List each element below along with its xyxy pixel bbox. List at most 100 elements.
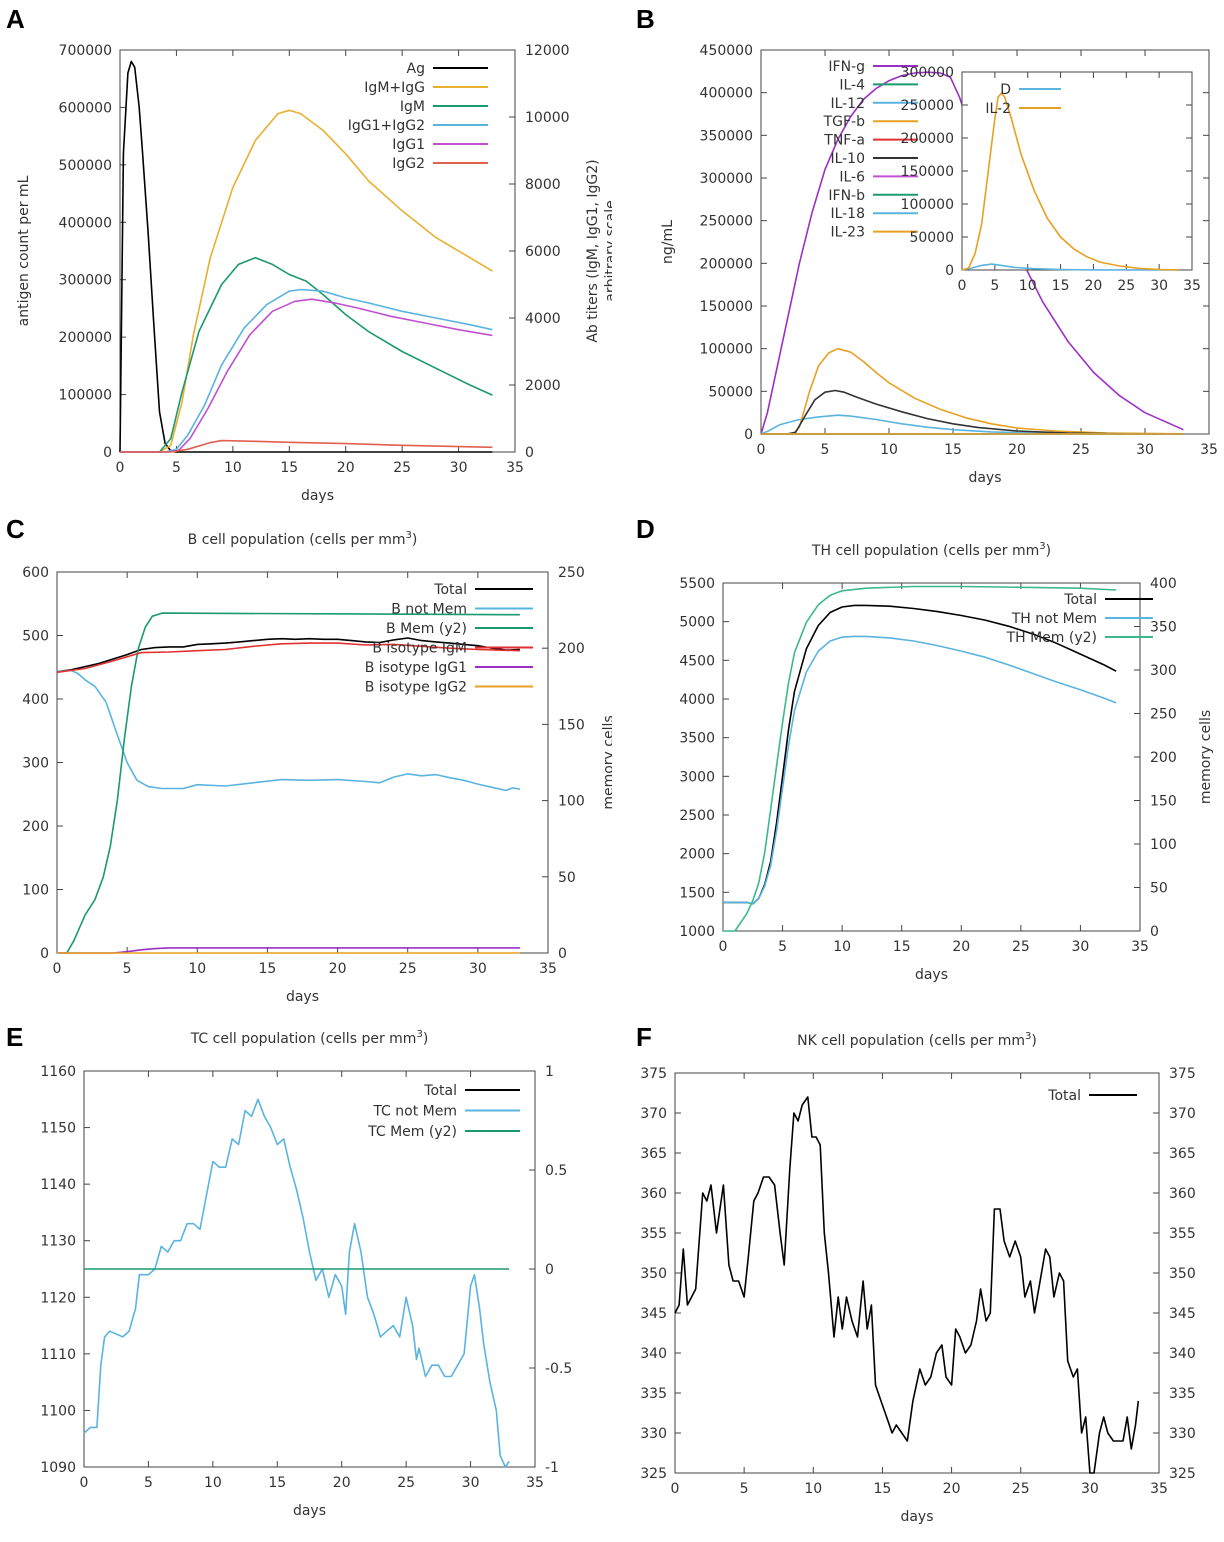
chart-a-xtick-label: 15 bbox=[280, 460, 298, 476]
chart-e-title: TC cell population (cells per mm3) bbox=[190, 1029, 429, 1047]
chart-a-series-igm-igg bbox=[120, 109, 493, 453]
chart-a-legend-label: IgM+IgG bbox=[364, 80, 425, 96]
chart-f-y2tick-label: 355 bbox=[1169, 1226, 1196, 1242]
chart-e-legend-label: Total bbox=[423, 1083, 457, 1099]
chart-f-ytick-label: 370 bbox=[640, 1106, 667, 1122]
chart-b-inset-ytick-label: 50000 bbox=[909, 230, 954, 246]
chart-e-xtick-label: 15 bbox=[268, 1475, 286, 1491]
chart-a-series-igg1-igg2 bbox=[120, 288, 493, 453]
chart-b-ytick-label: 50000 bbox=[708, 384, 753, 400]
chart-d-xtick-label: 30 bbox=[1072, 939, 1090, 955]
chart-a-legend-label: IgG2 bbox=[392, 156, 425, 172]
chart-f-nk-cell-population: 0 5 10 15 20 25 30 3532533033534034535035536036… bbox=[640, 1031, 1196, 1525]
chart-d-xtick-label: 35 bbox=[1131, 939, 1149, 955]
chart-d-y2tick-label: 150 bbox=[1150, 794, 1177, 810]
chart-d-series-th-not-mem bbox=[723, 635, 1117, 905]
chart-a-y2tick-label: 10000 bbox=[525, 110, 570, 126]
chart-b-inset-ytick-label: 250000 bbox=[901, 98, 954, 114]
chart-a-ytick-label: 100000 bbox=[59, 388, 112, 404]
chart-c-ytick-label: 500 bbox=[22, 629, 49, 645]
chart-b-inset-xtick-label: 35 bbox=[1183, 278, 1201, 294]
chart-b-xtick-label: 15 bbox=[944, 442, 962, 458]
chart-b-xtick-label: 30 bbox=[1136, 442, 1154, 458]
chart-b-inset-ytick-label: 200000 bbox=[901, 131, 954, 147]
chart-d-xlabel: days bbox=[915, 967, 948, 983]
chart-e-ytick-label: 1140 bbox=[40, 1177, 76, 1193]
panel-label-f: F bbox=[636, 1022, 652, 1052]
chart-b-legend-label: IL-4 bbox=[839, 77, 865, 93]
chart-e-xtick-label: 5 bbox=[144, 1475, 153, 1491]
chart-f-ytick-label: 330 bbox=[640, 1426, 667, 1442]
chart-d-ytick-label: 3000 bbox=[679, 769, 715, 785]
chart-c-series-b-not-mem bbox=[56, 669, 521, 792]
chart-c-y2tick-label: 200 bbox=[558, 641, 585, 657]
chart-d-ytick-label: 1500 bbox=[679, 885, 715, 901]
panel-label-c: C bbox=[6, 514, 25, 544]
panel-label-a: A bbox=[6, 4, 25, 34]
chart-e-series-tc-not-mem bbox=[83, 1098, 510, 1468]
chart-a-legend-label: IgM bbox=[400, 99, 425, 115]
chart-e-xlabel: days bbox=[293, 1503, 326, 1519]
chart-e-y2tick-label: 0.5 bbox=[545, 1163, 567, 1179]
chart-f-xtick-label: 35 bbox=[1150, 1481, 1168, 1497]
chart-d-y2tick-label: 0 bbox=[1150, 924, 1159, 940]
chart-b-legend-label: IL-6 bbox=[839, 169, 865, 185]
chart-b-inset-series-il-2 bbox=[961, 92, 1179, 271]
chart-e-xtick-label: 10 bbox=[204, 1475, 222, 1491]
chart-a-series-igg1 bbox=[120, 298, 493, 453]
chart-f-ytick-label: 365 bbox=[640, 1146, 667, 1162]
chart-e-ytick-label: 1110 bbox=[40, 1347, 76, 1363]
chart-b-inset-ytick-label: 100000 bbox=[901, 197, 954, 213]
chart-f-xtick-label: 10 bbox=[804, 1481, 822, 1497]
chart-d-y2tick-label: 400 bbox=[1150, 576, 1177, 592]
chart-f-ytick-label: 355 bbox=[640, 1226, 667, 1242]
chart-e-y2tick-label: 0 bbox=[545, 1262, 554, 1278]
chart-c-series-b-isotype-igm bbox=[56, 642, 520, 674]
chart-b-series-tgf-b bbox=[761, 347, 1184, 435]
chart-c-legend-label: B isotype IgG1 bbox=[365, 660, 467, 676]
chart-e-ytick-label: 1120 bbox=[40, 1290, 76, 1306]
chart-e-ytick-label: 1090 bbox=[40, 1460, 76, 1476]
chart-b-inset-ytick-label: 300000 bbox=[901, 65, 954, 81]
chart-a-ytick-label: 300000 bbox=[59, 273, 112, 289]
chart-d-series-th-mem-y2- bbox=[723, 585, 1117, 932]
chart-c-xtick-label: 25 bbox=[399, 961, 417, 977]
chart-d-xtick-label: 15 bbox=[893, 939, 911, 955]
chart-d-ytick-label: 1000 bbox=[679, 924, 715, 940]
chart-b-inset-xtick-label: 15 bbox=[1052, 278, 1070, 294]
chart-b-series-il-12 bbox=[760, 414, 1184, 435]
chart-b-inset-xtick-label: 25 bbox=[1117, 278, 1135, 294]
chart-d-ytick-label: 4000 bbox=[679, 692, 715, 708]
chart-e-ytick-label: 1160 bbox=[40, 1064, 76, 1080]
chart-c-series-b-mem-y2- bbox=[57, 612, 520, 954]
chart-b-inset-ytick-label: 0 bbox=[945, 263, 954, 279]
chart-b-ylabel: ng/mL bbox=[660, 220, 676, 264]
chart-d-th-cell-population: 0 5 10 15 20 25 30 3510001500200025003000350040… bbox=[679, 541, 1214, 983]
chart-e-xtick-label: 0 bbox=[80, 1475, 89, 1491]
chart-b-legend-label: IL-18 bbox=[830, 206, 865, 222]
chart-a-y2tick-label: 8000 bbox=[525, 177, 561, 193]
chart-b-ytick-label: 300000 bbox=[700, 171, 753, 187]
chart-d-xtick-label: 20 bbox=[952, 939, 970, 955]
chart-a-ytick-label: 500000 bbox=[59, 158, 112, 174]
chart-b-legend-label: TGF-b bbox=[823, 114, 866, 130]
chart-d-legend-label: TH not Mem bbox=[1011, 611, 1097, 627]
chart-a-xtick-label: 25 bbox=[393, 460, 411, 476]
chart-d-xtick-label: 25 bbox=[1012, 939, 1030, 955]
chart-a-ylabel: antigen count per mL bbox=[16, 175, 32, 326]
chart-d-ytick-label: 3500 bbox=[679, 731, 715, 747]
chart-e-xtick-label: 25 bbox=[397, 1475, 415, 1491]
chart-f-ytick-label: 360 bbox=[640, 1186, 667, 1202]
chart-c-xtick-label: 30 bbox=[469, 961, 487, 977]
chart-b-legend-label: TNF-a bbox=[823, 133, 865, 149]
chart-a-y2tick-label: 0 bbox=[525, 445, 534, 461]
chart-b-ytick-label: 450000 bbox=[700, 43, 753, 59]
chart-b-xtick-label: 5 bbox=[821, 442, 830, 458]
chart-c-frame bbox=[56, 571, 549, 954]
chart-f-xtick-label: 30 bbox=[1081, 1481, 1099, 1497]
chart-d-title: TH cell population (cells per mm3) bbox=[811, 541, 1051, 559]
chart-f-ytick-label: 345 bbox=[640, 1306, 667, 1322]
panel-label-d: D bbox=[636, 514, 655, 544]
chart-e-ytick-label: 1150 bbox=[40, 1121, 76, 1137]
chart-f-y2tick-label: 345 bbox=[1169, 1306, 1196, 1322]
